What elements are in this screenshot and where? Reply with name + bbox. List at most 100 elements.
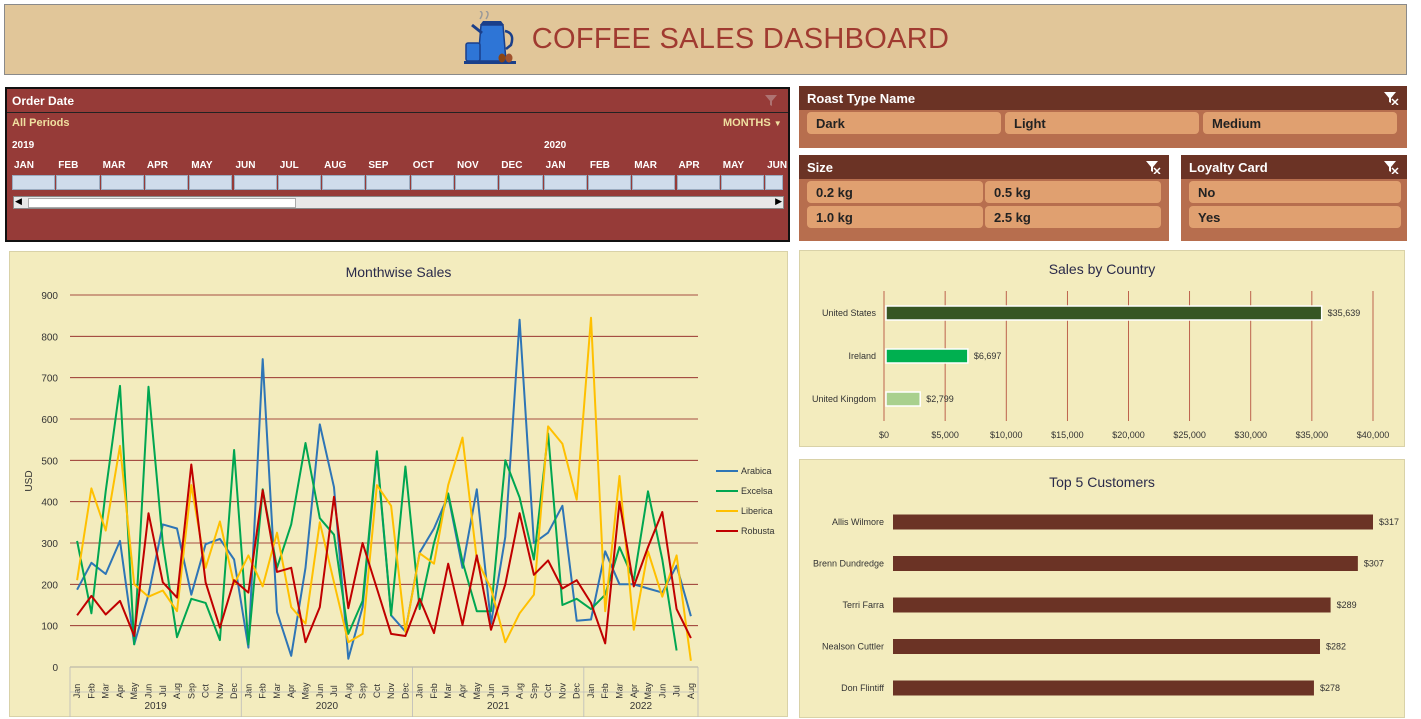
timeline-month-cell[interactable] [12, 175, 56, 190]
loyalty-option-no[interactable]: No [1189, 181, 1401, 203]
monthwise-sales-chart: 0 100 200 300 400 500 600 700 800 900 USD Jan Feb Mar… [24, 291, 775, 717]
sales-by-country-panel: Sales by Country $0 $5,000 $10,000 $15,000 $… [799, 250, 1405, 447]
y-tick-label: 300 [41, 539, 58, 550]
timeline-month-label: MAY [191, 160, 213, 171]
y-tick-label: 900 [41, 291, 58, 302]
clear-filter-icon[interactable] [1145, 160, 1161, 174]
monthwise-sales-title: Monthwise Sales [345, 264, 452, 280]
timeline-month-label: JUL [279, 160, 299, 171]
timeline-month-label: JUN [767, 160, 788, 171]
timeline-month-cell[interactable] [587, 175, 632, 190]
timeline-month-cell[interactable] [676, 175, 720, 190]
timeline-month-cell[interactable] [366, 175, 410, 190]
bar-value-label: $2,799 [926, 394, 954, 404]
loyalty-card-slicer: Loyalty Card No Yes [1181, 155, 1407, 241]
legend-label: Liberica [741, 506, 773, 516]
x-tick-label: Mar [101, 683, 111, 699]
roast-type-slicer: Roast Type Name Dark Light Medium [799, 86, 1407, 148]
timeline-year-2019: 2019 [12, 140, 35, 151]
scrollbar-thumb[interactable] [28, 198, 296, 208]
top-customers-title: Top 5 Customers [1049, 474, 1155, 490]
x-tick-label: Aug [515, 683, 525, 699]
clear-filter-icon[interactable] [764, 94, 780, 108]
size-option-1-0kg[interactable]: 1.0 kg [807, 206, 983, 228]
size-option-0-5kg[interactable]: 0.5 kg [985, 181, 1161, 203]
year-label: 2019 [145, 701, 168, 712]
timeline-month-label: APR [678, 160, 700, 171]
timeline-month-label: JAN [14, 160, 35, 171]
timeline-month-cell[interactable] [100, 175, 144, 190]
timeline-unit-dropdown[interactable]: MONTHS ▼ [723, 117, 782, 129]
sales-by-country-chart: $0 $5,000 $10,000 $15,000 $20,000 $25,000 $30,… [812, 291, 1389, 440]
timeline-year-2020: 2020 [544, 140, 567, 151]
timeline-month-label: APR [146, 160, 169, 171]
timeline-month-label: JUN [235, 160, 256, 171]
customer-label: Nealson Cuttler [822, 642, 884, 652]
loyalty-slicer-header: Loyalty Card [1181, 155, 1407, 179]
size-option-2-5kg[interactable]: 2.5 kg [985, 206, 1161, 228]
timeline-scrollbar[interactable]: ◀ ▶ [13, 196, 784, 209]
timeline-month-cell[interactable] [144, 175, 189, 190]
timeline-month-cell[interactable] [56, 175, 100, 190]
roast-option-medium[interactable]: Medium [1203, 112, 1397, 134]
bar-value-label: $317 [1379, 517, 1399, 527]
top-customers-panel: Top 5 Customers Allis Wilmore $317 Brenn D… [799, 459, 1405, 718]
timeline-month-cell[interactable] [233, 175, 277, 190]
y-tick-label: 200 [41, 580, 58, 591]
y-tick-label: 800 [41, 332, 58, 343]
timeline-title: Order Date [12, 94, 75, 108]
legend-label: Excelsa [741, 486, 773, 496]
order-date-timeline[interactable]: Order Date All Periods MONTHS ▼ 2019 202… [5, 87, 790, 242]
timeline-unit: MONTHS [723, 117, 771, 129]
x-tick-label: Apr [458, 684, 468, 698]
scroll-right-icon[interactable]: ▶ [775, 196, 782, 206]
timeline-month-cell[interactable] [455, 175, 499, 190]
x-tick-label: Feb [86, 683, 96, 699]
clear-filter-icon[interactable] [1383, 91, 1399, 105]
timeline-month-cell[interactable] [410, 175, 454, 190]
x-tick-label: Sep [186, 683, 196, 699]
timeline-month-cell[interactable] [632, 175, 676, 190]
size-option-0-2kg[interactable]: 0.2 kg [807, 181, 983, 203]
timeline-header: Order Date [7, 89, 788, 113]
x-tick-label: Jul [329, 685, 339, 697]
bar-value-label: $307 [1364, 559, 1384, 569]
x-tick-label: Apr [115, 684, 125, 698]
series-line-liberica [76, 316, 692, 661]
timeline-month-label: FEB [58, 160, 79, 171]
scroll-left-icon[interactable]: ◀ [15, 196, 22, 206]
x-tick-label: Aug [686, 683, 696, 699]
timeline-month-label: NOV [457, 160, 479, 171]
loyalty-option-yes[interactable]: Yes [1189, 206, 1401, 228]
timeline-month-cell[interactable] [543, 175, 587, 190]
timeline-month-label: OCT [412, 160, 434, 171]
timeline-month-label: SEP [368, 160, 389, 171]
y-tick-label: 0 [52, 663, 58, 674]
timeline-month-cell[interactable] [189, 175, 233, 190]
dashboard-header: COFFEE SALES DASHBOARD [4, 4, 1407, 75]
x-tick-label: Dec [400, 683, 410, 700]
bar-value-label: $289 [1337, 600, 1357, 610]
x-tick-label: $0 [879, 430, 889, 440]
timeline-month-cell[interactable] [322, 175, 366, 190]
timeline-month-cell[interactable] [277, 175, 322, 190]
x-tick-label: Aug [343, 683, 353, 699]
customer-label: Don Flintiff [841, 683, 884, 693]
x-tick-label: May [129, 682, 139, 700]
x-tick-label: $30,000 [1234, 430, 1267, 440]
timeline-month-cell[interactable] [499, 175, 543, 190]
timeline-month-cell[interactable] [720, 175, 765, 190]
page-title: COFFEE SALES DASHBOARD [531, 23, 950, 55]
clear-filter-icon[interactable] [1383, 160, 1399, 174]
x-tick-label: Jun [657, 684, 667, 699]
roast-option-dark[interactable]: Dark [807, 112, 1001, 134]
timeline-month-cell[interactable] [765, 175, 783, 190]
y-tick-label: 700 [41, 374, 58, 385]
customer-label: Allis Wilmore [832, 517, 884, 527]
roast-option-light[interactable]: Light [1005, 112, 1199, 134]
y-tick-label: 500 [41, 456, 58, 467]
x-tick-label: Oct [543, 684, 553, 699]
timeline-month-label: FEB [589, 160, 610, 171]
x-tick-label: Feb [429, 683, 439, 699]
top-customers-chart: Allis Wilmore $317 Brenn Dundredge $307 Terr… [813, 514, 1399, 696]
